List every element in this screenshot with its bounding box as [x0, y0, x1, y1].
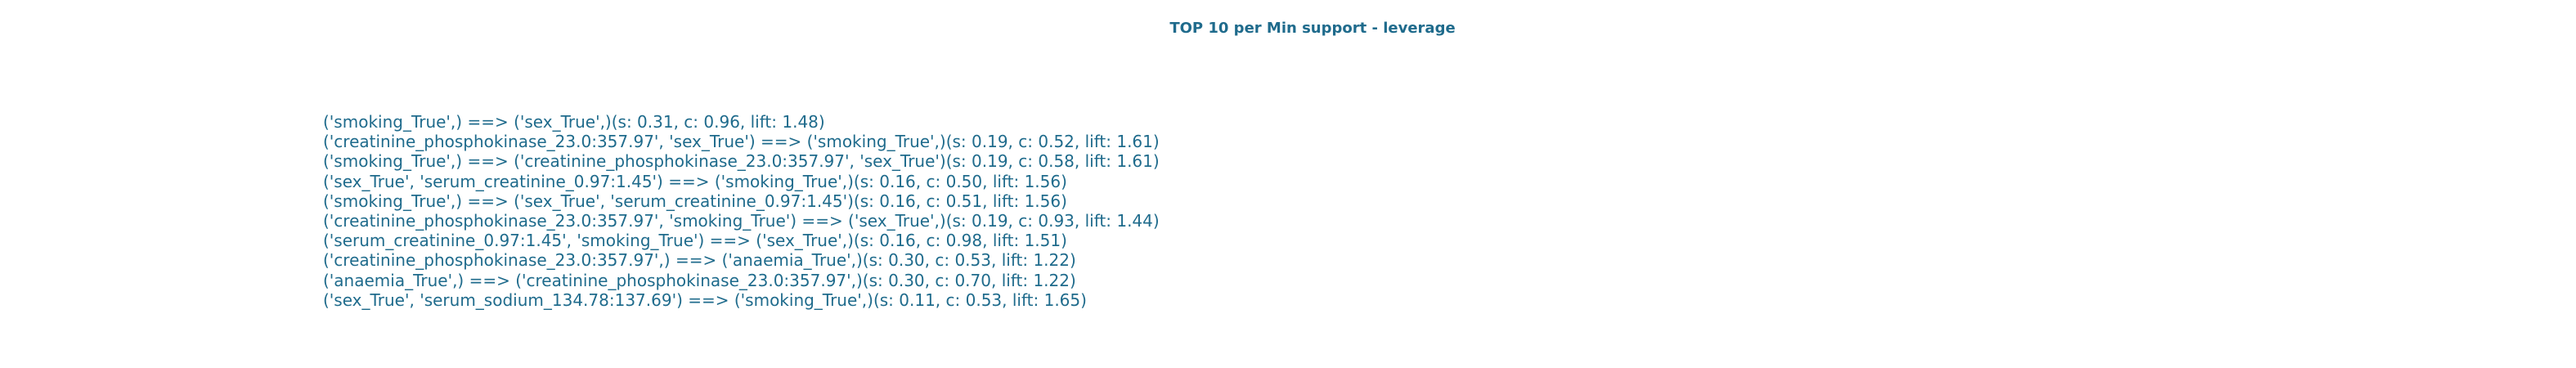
rules-list: ('smoking_True',) ==> ('sex_True',)(s: 0…	[323, 112, 1160, 310]
rule-line: ('smoking_True',) ==> ('sex_True', 'seru…	[323, 191, 1067, 211]
rule-line: ('smoking_True',) ==> ('sex_True',)(s: 0…	[323, 112, 825, 132]
chart-title: TOP 10 per Min support - leverage	[1169, 20, 1456, 37]
rule-line: ('creatinine_phosphokinase_23.0:357.97',…	[323, 250, 1076, 271]
rule-line: ('creatinine_phosphokinase_23.0:357.97',…	[323, 132, 1160, 152]
rule-line: ('smoking_True',) ==> ('creatinine_phosp…	[323, 151, 1160, 172]
rule-line: ('serum_creatinine_0.97:1.45', 'smoking_…	[323, 231, 1067, 251]
rule-line: ('creatinine_phosphokinase_23.0:357.97',…	[323, 210, 1160, 231]
rule-line: ('anaemia_True',) ==> ('creatinine_phosp…	[323, 270, 1076, 290]
rule-line: ('sex_True', 'serum_creatinine_0.97:1.45…	[323, 171, 1067, 191]
rule-line: ('sex_True', 'serum_sodium_134.78:137.69…	[323, 289, 1087, 310]
